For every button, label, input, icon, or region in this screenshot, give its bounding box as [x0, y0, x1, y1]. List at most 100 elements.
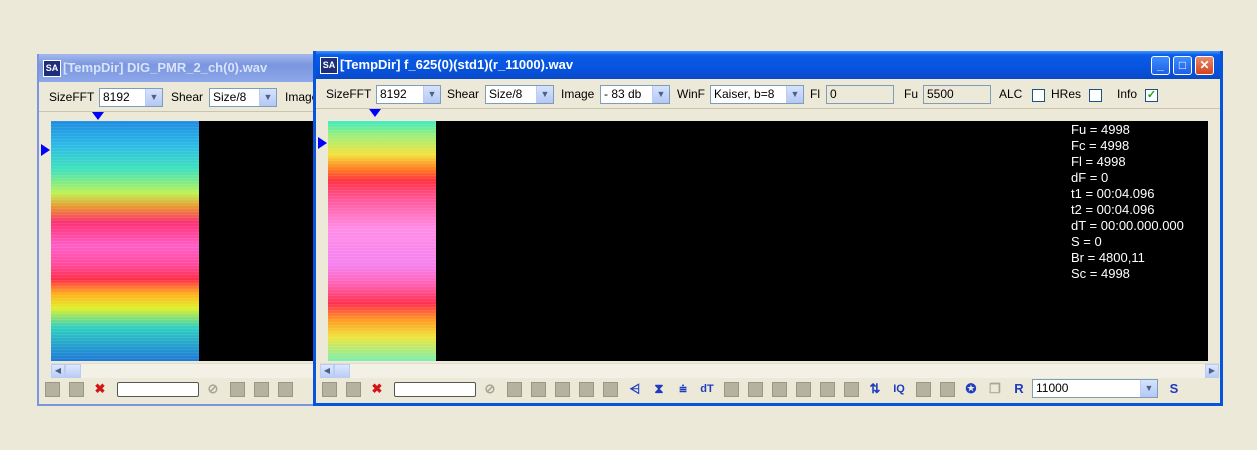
shear-label: Shear	[447, 87, 480, 101]
text-field[interactable]	[117, 382, 199, 397]
app-icon: SA	[320, 57, 338, 74]
chevron-down-icon[interactable]: ▼	[423, 86, 440, 103]
tool-button[interactable]	[772, 382, 787, 397]
dt-button[interactable]: dT	[700, 383, 714, 395]
scroll-thumb[interactable]	[334, 364, 350, 378]
minimize-button[interactable]: _	[1151, 56, 1170, 75]
app-icon: SA	[43, 60, 61, 77]
sizefft-select[interactable]: 8192 ▼	[99, 88, 163, 107]
winf-label: WinF	[677, 87, 705, 101]
marker-expand-icon[interactable]: ⩧	[679, 381, 687, 396]
tool-button[interactable]	[603, 382, 618, 397]
marker-collapse-icon[interactable]: ⧗	[654, 381, 664, 396]
hres-label: HRes	[1051, 87, 1082, 101]
front-title-bar[interactable]: SA [TempDir] f_625(0)(std1)(r_11000).wav…	[316, 51, 1220, 79]
sizefft-select[interactable]: 8192 ▼	[376, 85, 441, 104]
time-marker-top[interactable]	[369, 109, 381, 117]
marker-up-icon[interactable]: ⩤	[629, 381, 641, 396]
tool-button[interactable]	[579, 382, 594, 397]
maximize-button[interactable]: □	[1173, 56, 1192, 75]
time-marker-top[interactable]	[92, 112, 104, 120]
tool-button[interactable]	[322, 382, 337, 397]
scroll-thumb[interactable]	[65, 364, 81, 378]
shear-select[interactable]: Size/8 ▼	[209, 88, 277, 107]
info-line: Fl = 4998	[1071, 154, 1126, 169]
hres-checkbox[interactable]	[1089, 89, 1102, 102]
tool-button[interactable]	[844, 382, 859, 397]
tool-button[interactable]	[346, 382, 361, 397]
chevron-down-icon[interactable]: ▼	[536, 86, 553, 103]
tool-button[interactable]	[278, 382, 293, 397]
iq-button[interactable]: IQ	[893, 383, 905, 395]
fu-label: Fu	[904, 87, 919, 101]
horizontal-scrollbar[interactable]: ◀	[51, 363, 339, 378]
image-select[interactable]: - 83 db ▼	[600, 85, 670, 104]
no-entry-icon[interactable]: ⊘	[484, 381, 496, 396]
tool-button[interactable]	[796, 382, 811, 397]
settings-icon[interactable]: ✪	[965, 381, 977, 396]
s-button[interactable]: S	[1169, 381, 1179, 396]
back-analyzer-window[interactable]: SA [TempDir] DIG_PMR_2_ch(0).wav SizeFFT…	[37, 54, 339, 406]
shear-value: Size/8	[213, 90, 247, 104]
front-toolbar: SizeFFT 8192 ▼ Shear Size/8 ▼ Image - 83…	[316, 80, 1220, 109]
chevron-down-icon[interactable]: ▼	[786, 86, 803, 103]
front-analyzer-window[interactable]: SA [TempDir] f_625(0)(std1)(r_11000).wav…	[313, 51, 1223, 406]
horizontal-scrollbar[interactable]: ◀ ▶	[320, 363, 1219, 378]
image-value: - 83 db	[604, 87, 642, 101]
close-button[interactable]: ✕	[1195, 56, 1214, 75]
copy-icon[interactable]: ❐	[989, 381, 1001, 396]
tool-button[interactable]	[531, 382, 546, 397]
tool-button[interactable]	[724, 382, 739, 397]
tool-button[interactable]	[748, 382, 763, 397]
back-toolbar: SizeFFT 8192 ▼ Shear Size/8 ▼ Image	[39, 83, 335, 112]
scroll-left-icon[interactable]: ◀	[320, 364, 334, 378]
chevron-down-icon[interactable]: ▼	[652, 86, 669, 103]
delete-icon[interactable]: ✖	[94, 381, 106, 396]
alc-checkbox[interactable]	[1032, 89, 1045, 102]
scroll-right-icon[interactable]: ▶	[1205, 364, 1219, 378]
sizefft-label: SizeFFT	[49, 90, 95, 104]
delete-icon[interactable]: ✖	[371, 381, 383, 396]
info-line: Fc = 4998	[1071, 138, 1130, 153]
info-line: Fu = 4998	[1071, 122, 1130, 137]
info-checkbox[interactable]: ✓	[1145, 89, 1158, 102]
info-line: dT = 00:00.000.000	[1071, 218, 1184, 233]
spectrogram-image	[51, 121, 199, 361]
rate-select[interactable]: 11000 ▼	[1032, 379, 1158, 398]
freq-marker-left[interactable]	[318, 137, 327, 149]
chevron-down-icon[interactable]: ▼	[259, 89, 276, 106]
info-panel: Fu = 4998 Fc = 4998 Fl = 4998 dF = 0 t1 = 00…	[1071, 122, 1184, 282]
info-line: dF = 0	[1071, 170, 1109, 185]
tool-button[interactable]	[230, 382, 245, 397]
chevron-down-icon[interactable]: ▼	[145, 89, 162, 106]
tool-button[interactable]	[555, 382, 570, 397]
spectrogram-image	[328, 121, 436, 361]
tool-button[interactable]	[45, 382, 60, 397]
tool-button[interactable]	[69, 382, 84, 397]
back-title-bar[interactable]: SA [TempDir] DIG_PMR_2_ch(0).wav	[39, 54, 335, 82]
chevron-down-icon[interactable]: ▼	[1140, 380, 1157, 397]
text-field[interactable]	[394, 382, 476, 397]
freq-marker-left[interactable]	[41, 144, 50, 156]
info-line: t2 = 00:04.096	[1071, 202, 1155, 217]
info-label: Info	[1117, 87, 1138, 101]
no-entry-icon[interactable]: ⊘	[207, 381, 219, 396]
scroll-left-icon[interactable]: ◀	[51, 364, 65, 378]
fl-field[interactable]: 0	[826, 85, 894, 104]
tool-button[interactable]	[940, 382, 955, 397]
fu-field[interactable]: 5500	[923, 85, 991, 104]
spectrogram-canvas[interactable]	[51, 121, 339, 361]
tool-button[interactable]	[507, 382, 522, 397]
tool-button[interactable]	[916, 382, 931, 397]
tool-button[interactable]	[820, 382, 835, 397]
r-button[interactable]: R	[1014, 381, 1024, 396]
spectrogram-canvas[interactable]	[328, 121, 1208, 361]
window-title: [TempDir] f_625(0)(std1)(r_11000).wav	[340, 57, 574, 72]
swap-icon[interactable]: ⇅	[869, 381, 881, 396]
sizefft-value: 8192	[103, 90, 130, 104]
info-line: t1 = 00:04.096	[1071, 186, 1155, 201]
winf-select[interactable]: Kaiser, b=8 ▼	[710, 85, 804, 104]
info-line: Sc = 4998	[1071, 266, 1130, 281]
tool-button[interactable]	[254, 382, 269, 397]
shear-select[interactable]: Size/8 ▼	[485, 85, 554, 104]
